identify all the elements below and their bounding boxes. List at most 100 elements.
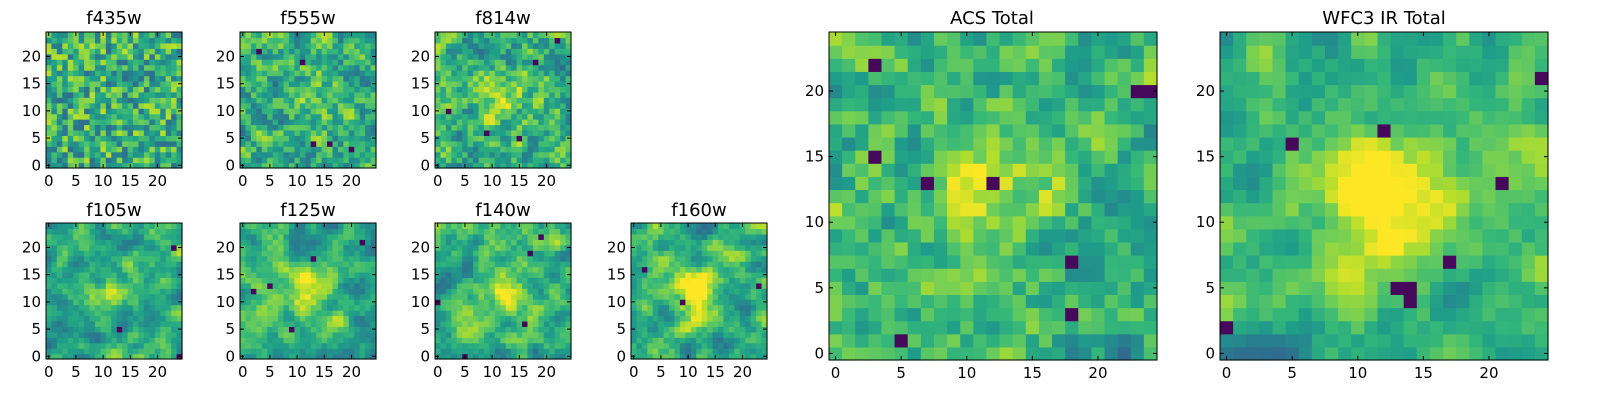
- heatmap-cell: [679, 261, 686, 268]
- heatmap-cell: [149, 320, 156, 327]
- heatmap-cell: [881, 320, 896, 335]
- heatmap-cell: [332, 75, 339, 82]
- heatmap-cell: [133, 37, 140, 44]
- heatmap-cell: [294, 299, 301, 306]
- heatmap-cell: [636, 223, 643, 230]
- heatmap-cell: [489, 271, 496, 278]
- heatmap-cell: [674, 315, 681, 322]
- heatmap-cell: [171, 299, 178, 306]
- heatmap-cell: [154, 233, 161, 240]
- heatmap-cell: [100, 37, 107, 44]
- heatmap-cell: [538, 53, 545, 60]
- heatmap-cell: [337, 310, 344, 317]
- heatmap-cell: [723, 315, 730, 322]
- heatmap-cell: [511, 348, 518, 355]
- heatmap-cell: [327, 151, 334, 158]
- heatmap-cell: [138, 315, 145, 322]
- heatmap-cell: [245, 342, 252, 349]
- heatmap-cell: [133, 282, 140, 289]
- heatmap-cell: [267, 124, 274, 131]
- heatmap-cell: [467, 250, 474, 257]
- heatmap-cell: [89, 228, 96, 235]
- heatmap-cell: [348, 271, 355, 278]
- heatmap-cell: [46, 75, 53, 82]
- heatmap-cell: [56, 299, 63, 306]
- heatmap-cell: [51, 157, 58, 164]
- heatmap-cell: [467, 135, 474, 142]
- heatmap-cell: [494, 337, 501, 344]
- heatmap-cell: [478, 86, 485, 93]
- heatmap-cell: [321, 315, 328, 322]
- heatmap-cell: [245, 255, 252, 262]
- heatmap-cell: [456, 64, 463, 71]
- heatmap-cell: [538, 315, 545, 322]
- heatmap-cell: [647, 293, 654, 300]
- heatmap-cell: [560, 135, 567, 142]
- heatmap-cell: [365, 337, 372, 344]
- heatmap-cell: [549, 266, 556, 273]
- heatmap-cell: [73, 261, 80, 268]
- heatmap-cell: [138, 86, 145, 93]
- heatmap-cell: [154, 64, 161, 71]
- heatmap-cell: [456, 304, 463, 311]
- heatmap-cell: [494, 59, 501, 66]
- heatmap-cell: [473, 326, 480, 333]
- heatmap-cell: [641, 353, 648, 360]
- heatmap-cell: [171, 64, 178, 71]
- heatmap-cell: [636, 353, 643, 360]
- heatmap-cell: [78, 320, 85, 327]
- heatmap-cell: [986, 255, 1001, 269]
- heatmap-cell: [734, 223, 741, 230]
- heatmap-cell: [543, 97, 550, 104]
- heatmap-cell: [149, 233, 156, 240]
- heatmap-cell: [522, 250, 529, 257]
- heatmap-cell: [149, 59, 156, 66]
- heatmap-cell: [881, 281, 896, 295]
- heatmap-cell: [62, 239, 69, 246]
- heatmap-cell: [240, 140, 247, 147]
- heatmap-cell: [647, 244, 654, 251]
- heatmap-cell: [712, 320, 719, 327]
- heatmap-cell: [337, 233, 344, 240]
- heatmap-cell: [56, 91, 63, 98]
- heatmap-cell: [62, 64, 69, 71]
- heatmap-cell: [761, 342, 768, 349]
- heatmap-cell: [332, 310, 339, 317]
- heatmap-cell: [933, 176, 948, 191]
- heatmap-cell: [332, 108, 339, 115]
- heatmap-cell: [505, 37, 512, 44]
- heatmap-cell: [133, 304, 140, 311]
- heatmap-cell: [250, 32, 257, 39]
- heatmap-cell: [122, 288, 129, 295]
- heatmap-cell: [256, 108, 263, 115]
- heatmap-cell: [701, 353, 708, 360]
- heatmap-cell: [122, 113, 129, 120]
- heatmap-cell: [761, 288, 768, 295]
- heatmap-cell: [332, 97, 339, 104]
- heatmap-cell: [473, 75, 480, 82]
- heatmap-cell: [78, 250, 85, 257]
- heatmap-cell: [473, 304, 480, 311]
- heatmap-cell: [149, 310, 156, 317]
- heatmap-cell: [554, 250, 561, 257]
- heatmap-cell: [522, 129, 529, 136]
- heatmap-cell: [149, 288, 156, 295]
- heatmap-cell: [473, 331, 480, 338]
- heatmap-cell: [718, 261, 725, 268]
- heatmap-cell: [960, 215, 974, 230]
- heatmap-cell: [986, 163, 1001, 177]
- heatmap-cell: [111, 91, 118, 98]
- heatmap-cell: [337, 42, 344, 49]
- heatmap-cell: [84, 255, 91, 262]
- heatmap-cell: [73, 282, 80, 289]
- heatmap-cell: [663, 271, 670, 278]
- heatmap-cell: [723, 233, 730, 240]
- heatmap-cell: [920, 281, 935, 295]
- heatmap-cell: [116, 233, 123, 240]
- heatmap-cell: [143, 337, 150, 344]
- heatmap-cell: [165, 129, 172, 136]
- heatmap-cell: [365, 157, 372, 164]
- heatmap-cell: [505, 348, 512, 355]
- heatmap-cell: [100, 288, 107, 295]
- heatmap-cell: [240, 129, 247, 136]
